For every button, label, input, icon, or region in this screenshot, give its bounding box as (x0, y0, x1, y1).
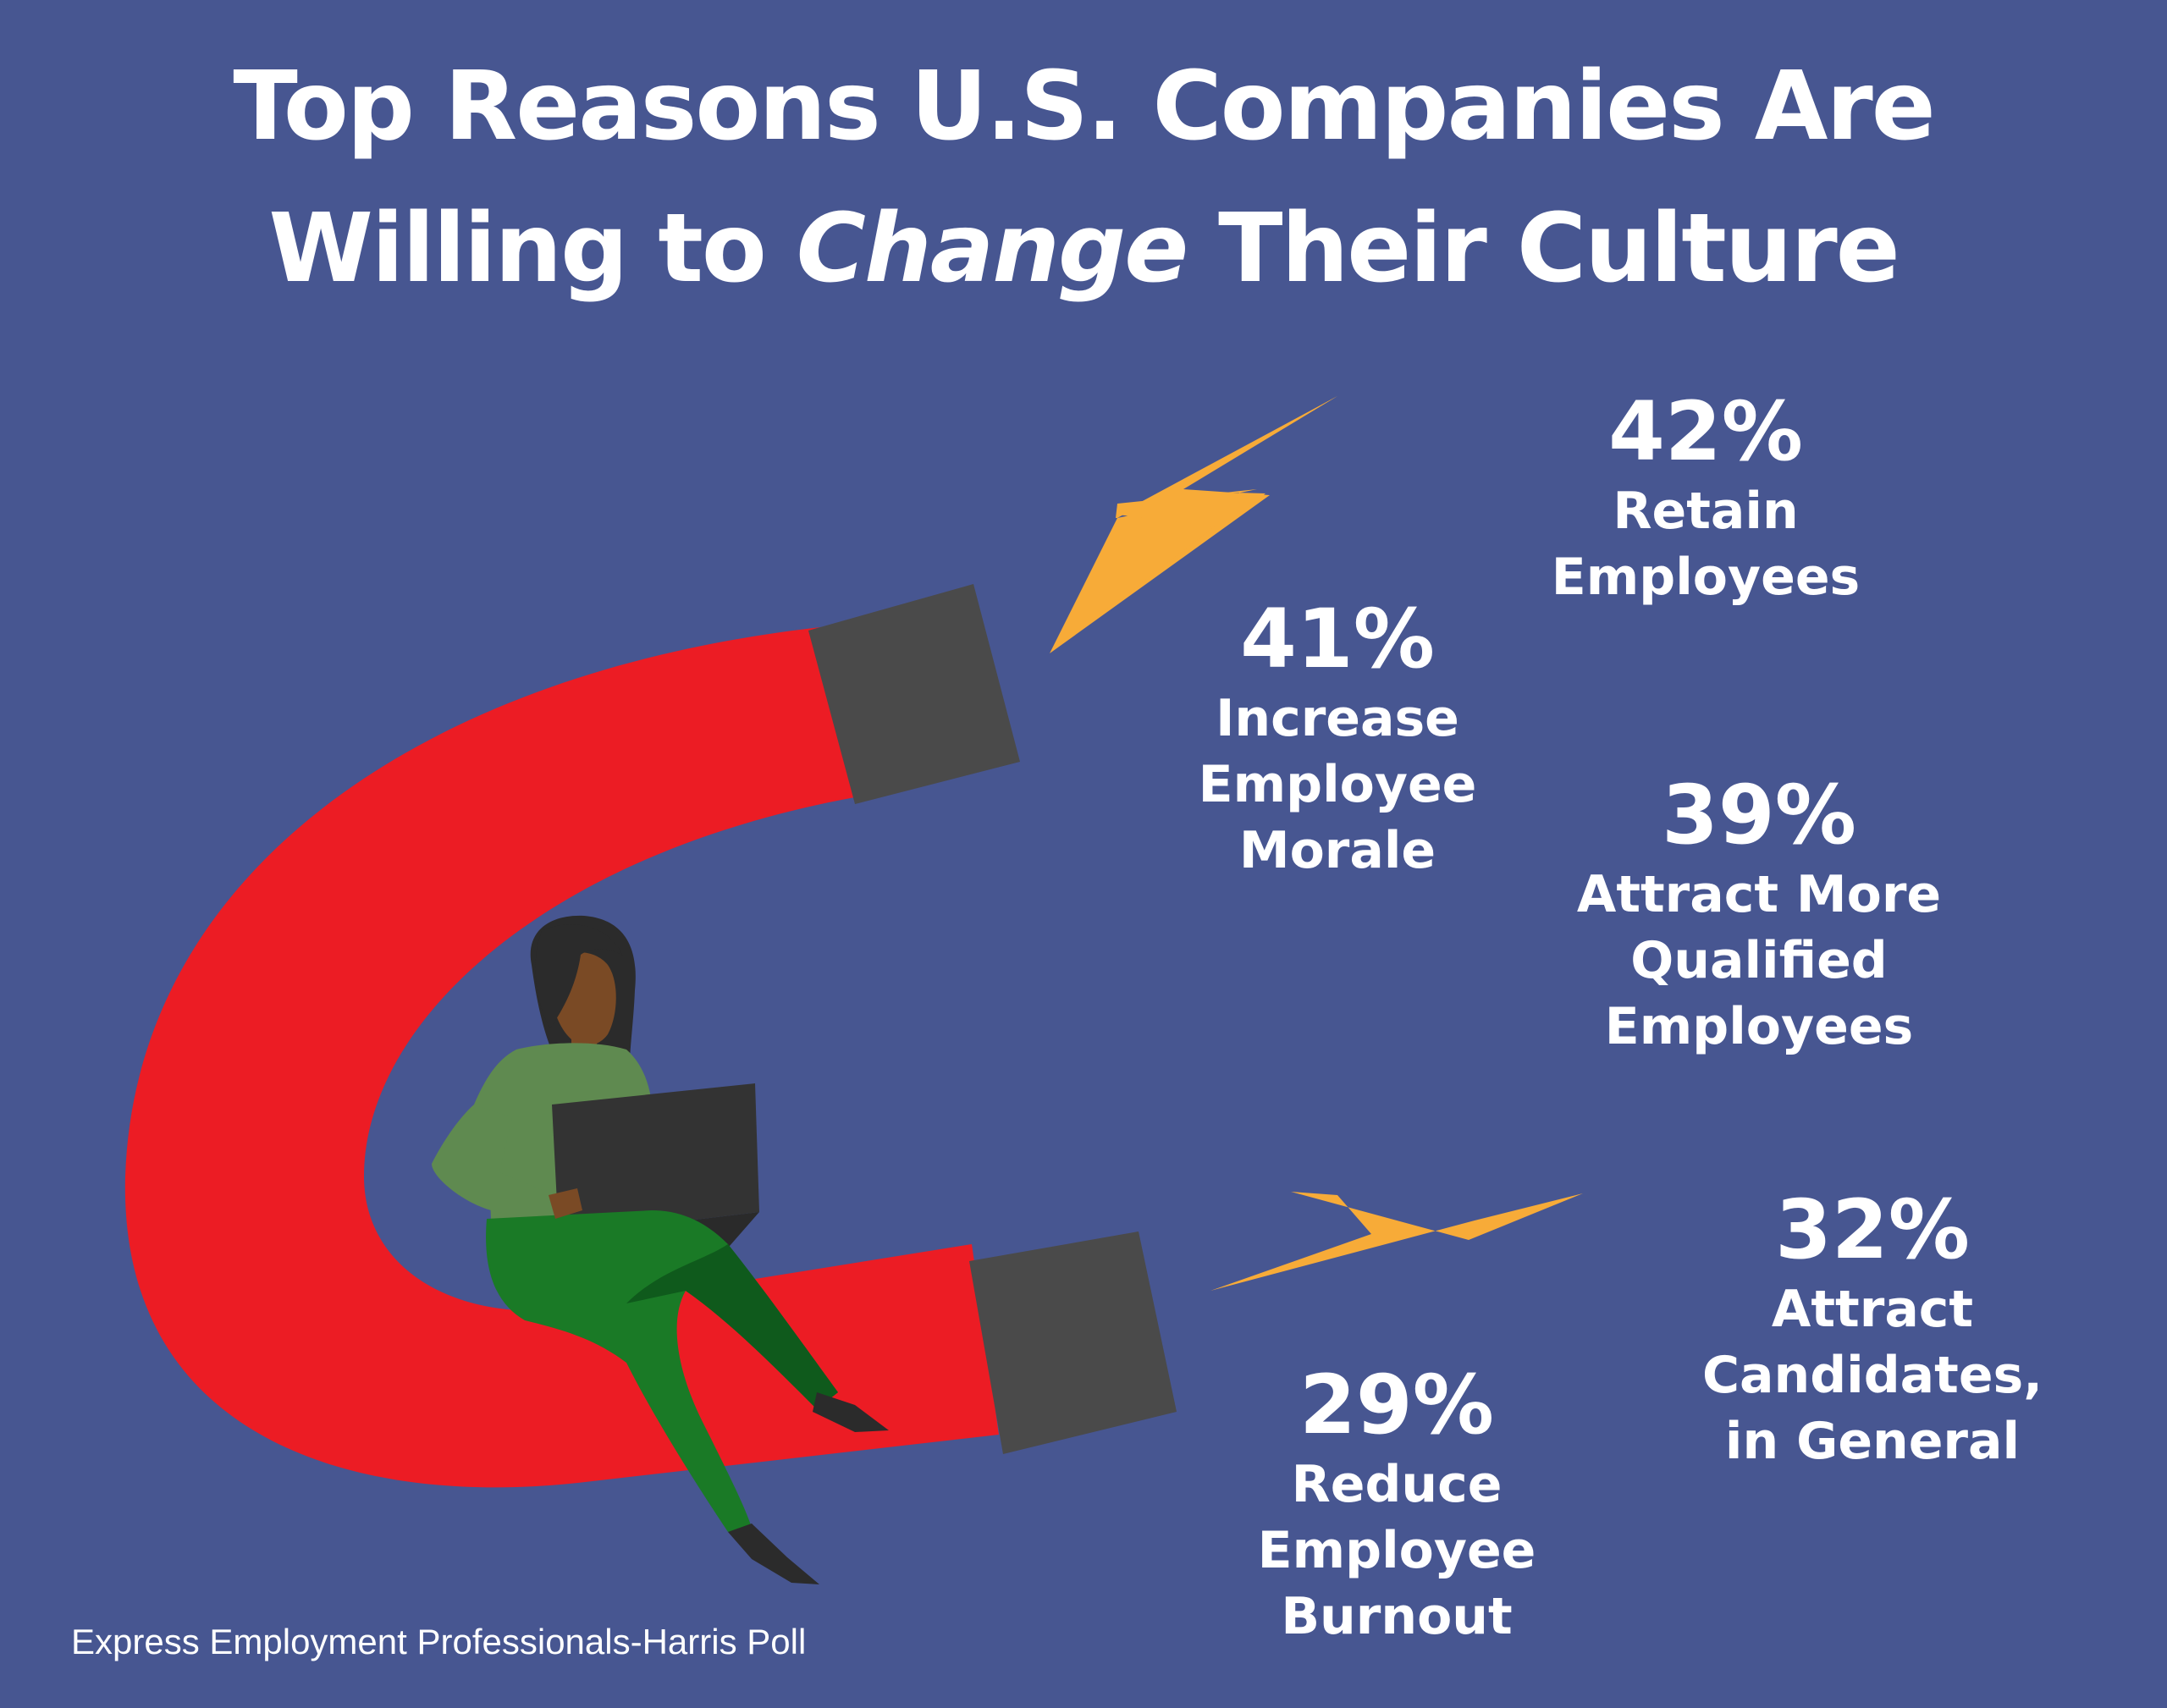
stat-label-line: in General (1724, 1412, 2021, 1471)
chart-title: Top Reasons U.S. Companies Are Willing t… (0, 36, 2167, 320)
lightning-bolt-bottom (1210, 1192, 1583, 1291)
stat-label-line: Reduce (1291, 1455, 1503, 1514)
stat-attract-candidates: 32% Attract Candidates, in General (1702, 1183, 2043, 1474)
stat-value: 41% (1240, 592, 1435, 686)
stat-label: Attract Candidates, in General (1702, 1276, 2043, 1474)
stat-label-line: Burnout (1281, 1587, 1513, 1646)
title-emphasis: Change (796, 194, 1188, 304)
stat-label: Retain Employees (1552, 478, 1860, 610)
stat-label-line: Qualified (1630, 931, 1888, 990)
stat-label: Attract More Qualified Employees (1577, 862, 1941, 1060)
title-line-2-end: Their Culture (1187, 194, 1900, 304)
woman-with-laptop-icon (432, 915, 889, 1584)
horseshoe-magnet-icon (124, 624, 1000, 1488)
stat-reduce-burnout: 29% Reduce Employee Burnout (1258, 1358, 1536, 1650)
stat-label-line: Employee (1257, 1521, 1536, 1580)
stat-label-line: Employees (1604, 997, 1914, 1056)
stat-attract-more-qualified: 39% Attract More Qualified Employees (1577, 769, 1941, 1060)
source-credit: Express Employment Professionals-Harris … (71, 1622, 807, 1661)
stat-label: Increase Employee Morale (1199, 686, 1477, 884)
title-line-1: Top Reasons U.S. Companies Are (233, 52, 1935, 162)
stat-label-line: Attract (1771, 1280, 1974, 1339)
title-line-2: Willing to Change Their Culture (0, 178, 2167, 320)
stat-label: Reduce Employee Burnout (1258, 1452, 1536, 1650)
stat-value: 39% (1662, 768, 1856, 862)
stat-value: 42% (1608, 384, 1803, 479)
stat-value: 29% (1299, 1358, 1494, 1452)
stat-increase-employee-morale: 41% Increase Employee Morale (1199, 592, 1477, 884)
magnet-tip-bottom (969, 1231, 1177, 1454)
stat-label-line: Candidates, (1701, 1346, 2043, 1405)
stat-label-line: Attract More (1576, 865, 1942, 924)
lightning-bolt-icon (1050, 396, 1337, 653)
stat-retain-employees: 42% Retain Employees (1552, 385, 1860, 610)
title-line-2-start: Willing to (268, 194, 797, 304)
stat-label-line: Employee (1198, 755, 1477, 814)
magnet-tip-top (808, 584, 1020, 804)
stat-label-line: Increase (1216, 689, 1459, 748)
stat-label-line: Retain (1613, 482, 1799, 541)
stat-label-line: Morale (1238, 821, 1436, 880)
stat-label-line: Employees (1551, 548, 1861, 607)
stat-value: 32% (1775, 1182, 1970, 1277)
